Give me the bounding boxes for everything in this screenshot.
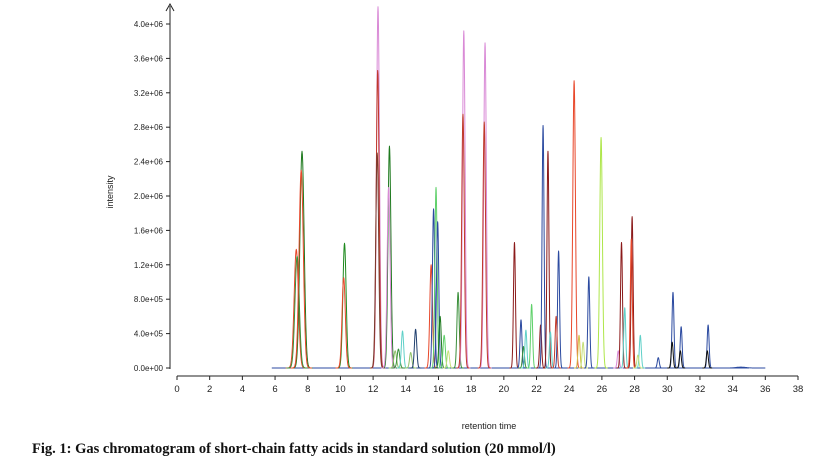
peak-trace <box>515 319 527 369</box>
y-tick-label: 2.0e+06 <box>134 192 164 201</box>
peak-trace <box>370 69 386 369</box>
peak-trace <box>675 326 687 369</box>
y-tick-label: 4.0e+05 <box>134 330 164 339</box>
peak-trace <box>702 350 713 369</box>
peak-trace <box>635 334 646 369</box>
peak-trace <box>616 241 627 369</box>
peak-trace <box>438 334 451 369</box>
peak-trace <box>577 341 589 369</box>
peak-trace <box>613 350 624 369</box>
peak-trace <box>388 350 402 369</box>
peak-trace <box>520 329 532 369</box>
x-tick-label: 0 <box>174 384 179 395</box>
y-tick-label: 0.0e+00 <box>134 364 164 373</box>
x-tick-label: 4 <box>240 384 245 395</box>
peak-trace <box>550 315 562 369</box>
peak-trace <box>391 348 406 369</box>
peak-trace <box>381 186 397 369</box>
y-axis-arrow-icon <box>165 2 175 12</box>
y-axis: 0.0e+00 4.0e+05 8.0e+05 1.2e+06 1.6e+06 2.0e+… <box>134 2 175 373</box>
x-tick-label: 6 <box>272 384 277 395</box>
x-tick-label: 30 <box>662 384 673 395</box>
peak-trace <box>537 124 549 369</box>
x-tick-label: 38 <box>793 384 804 395</box>
peak-trace <box>427 208 440 369</box>
y-tick-label: 1.2e+06 <box>134 261 164 270</box>
peak-trace <box>702 324 714 369</box>
peak-trace <box>542 150 554 369</box>
y-tick-label: 2.4e+06 <box>134 158 164 167</box>
peak-trace <box>478 42 492 369</box>
x-tick-label: 18 <box>466 384 477 395</box>
peak-trace <box>335 277 353 369</box>
chromatogram-traces <box>271 6 766 369</box>
y-tick-label: 4.0e+06 <box>134 20 164 29</box>
peak-trace <box>675 350 686 369</box>
figure-caption: Fig. 1: Gas chromatogram of short-chain … <box>32 441 556 457</box>
peak-trace <box>336 242 353 369</box>
peak-trace <box>429 186 443 369</box>
peak-trace <box>290 169 312 369</box>
peak-trace <box>456 113 470 369</box>
x-tick-label: 8 <box>305 384 310 395</box>
x-axis-title: retention time <box>462 421 517 431</box>
peak-trace <box>291 150 313 369</box>
x-tick-label: 10 <box>335 384 346 395</box>
x-axis: 0 2 4 6 8 10 12 14 16 18 20 22 24 26 28 30 32 34 36 38 <box>174 375 804 395</box>
peak-trace <box>442 350 455 369</box>
peak-trace <box>477 121 492 369</box>
x-tick-label: 12 <box>368 384 379 395</box>
peak-trace <box>456 30 471 369</box>
peak-trace <box>404 352 417 369</box>
peak-trace <box>632 354 644 369</box>
peak-trace <box>509 241 520 369</box>
x-tick-label: 26 <box>597 384 608 395</box>
peak-trace <box>286 255 308 369</box>
peak-trace <box>567 80 581 369</box>
y-tick-label: 8.0e+05 <box>134 295 164 304</box>
y-tick-label: 2.8e+06 <box>134 123 164 132</box>
peak-trace <box>653 357 664 369</box>
x-tick-label: 36 <box>760 384 771 395</box>
x-tick-label: 22 <box>531 384 542 395</box>
x-tick-label: 28 <box>629 384 640 395</box>
y-tick-label: 3.6e+06 <box>134 54 164 63</box>
y-tick-label: 1.6e+06 <box>134 226 164 235</box>
peak-trace <box>716 366 766 369</box>
peak-trace <box>594 137 608 369</box>
peak-trace <box>553 250 564 369</box>
peak-trace <box>526 303 537 369</box>
peak-trace <box>381 145 398 369</box>
x-tick-label: 14 <box>401 384 412 395</box>
x-tick-label: 32 <box>695 384 706 395</box>
x-tick-label: 34 <box>727 384 738 395</box>
peak-trace <box>409 328 422 369</box>
peak-trace <box>583 276 595 369</box>
peak-trace <box>619 307 631 369</box>
x-tick-label: 20 <box>499 384 510 395</box>
y-tick-label: 3.2e+06 <box>134 89 164 98</box>
x-tick-label: 2 <box>207 384 212 395</box>
peak-trace <box>452 291 465 369</box>
peak-trace <box>369 152 385 369</box>
peak-trace <box>573 334 585 369</box>
y-axis-title: intensity <box>105 175 115 209</box>
x-tick-label: 16 <box>433 384 444 395</box>
x-tick-label: 24 <box>564 384 575 395</box>
